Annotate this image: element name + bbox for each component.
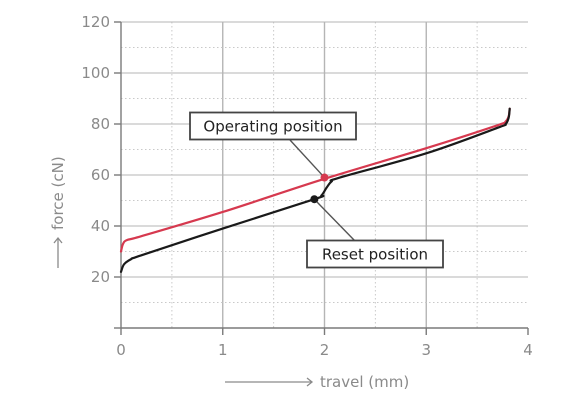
axes (114, 21, 529, 335)
annotation-leader-line (289, 139, 326, 179)
x-tick-label: 4 (523, 341, 533, 359)
axis-titles: force (cN) travel (mm) (49, 156, 409, 391)
tick-labels: 20 40 60 80 100 120 0 1 2 3 4 (81, 13, 532, 359)
y-axis-title-group: force (cN) (49, 156, 67, 268)
x-tick-label: 1 (218, 341, 228, 359)
x-axis-label: travel (mm) (320, 373, 409, 391)
x-tick-label: 3 (421, 341, 431, 359)
x-tick-label: 0 (116, 341, 126, 359)
y-axis-label: force (cN) (49, 156, 67, 230)
annotation-point (310, 195, 319, 204)
y-tick-label: 20 (91, 268, 110, 286)
y-tick-label: 100 (81, 64, 110, 82)
annotation-box (189, 111, 357, 141)
y-axis-arrow-head (53, 236, 63, 244)
annotation-point (320, 173, 329, 182)
annotation-label: Reset position (322, 246, 428, 264)
series-line-2 (119, 107, 511, 273)
annotation-box (306, 239, 444, 269)
annotation-leader-line (313, 198, 356, 242)
x-axis-title-group: travel (mm) (225, 373, 409, 391)
x-axis-arrow-head (306, 377, 314, 387)
annotations: Operating position Reset position (189, 111, 444, 269)
y-tick-label: 80 (91, 115, 110, 133)
annotation-label: Operating position (203, 118, 342, 136)
y-tick-label: 60 (91, 166, 110, 184)
y-tick-label: 120 (81, 13, 110, 31)
x-tick-label: 2 (320, 341, 330, 359)
y-tick-label: 40 (91, 217, 110, 235)
